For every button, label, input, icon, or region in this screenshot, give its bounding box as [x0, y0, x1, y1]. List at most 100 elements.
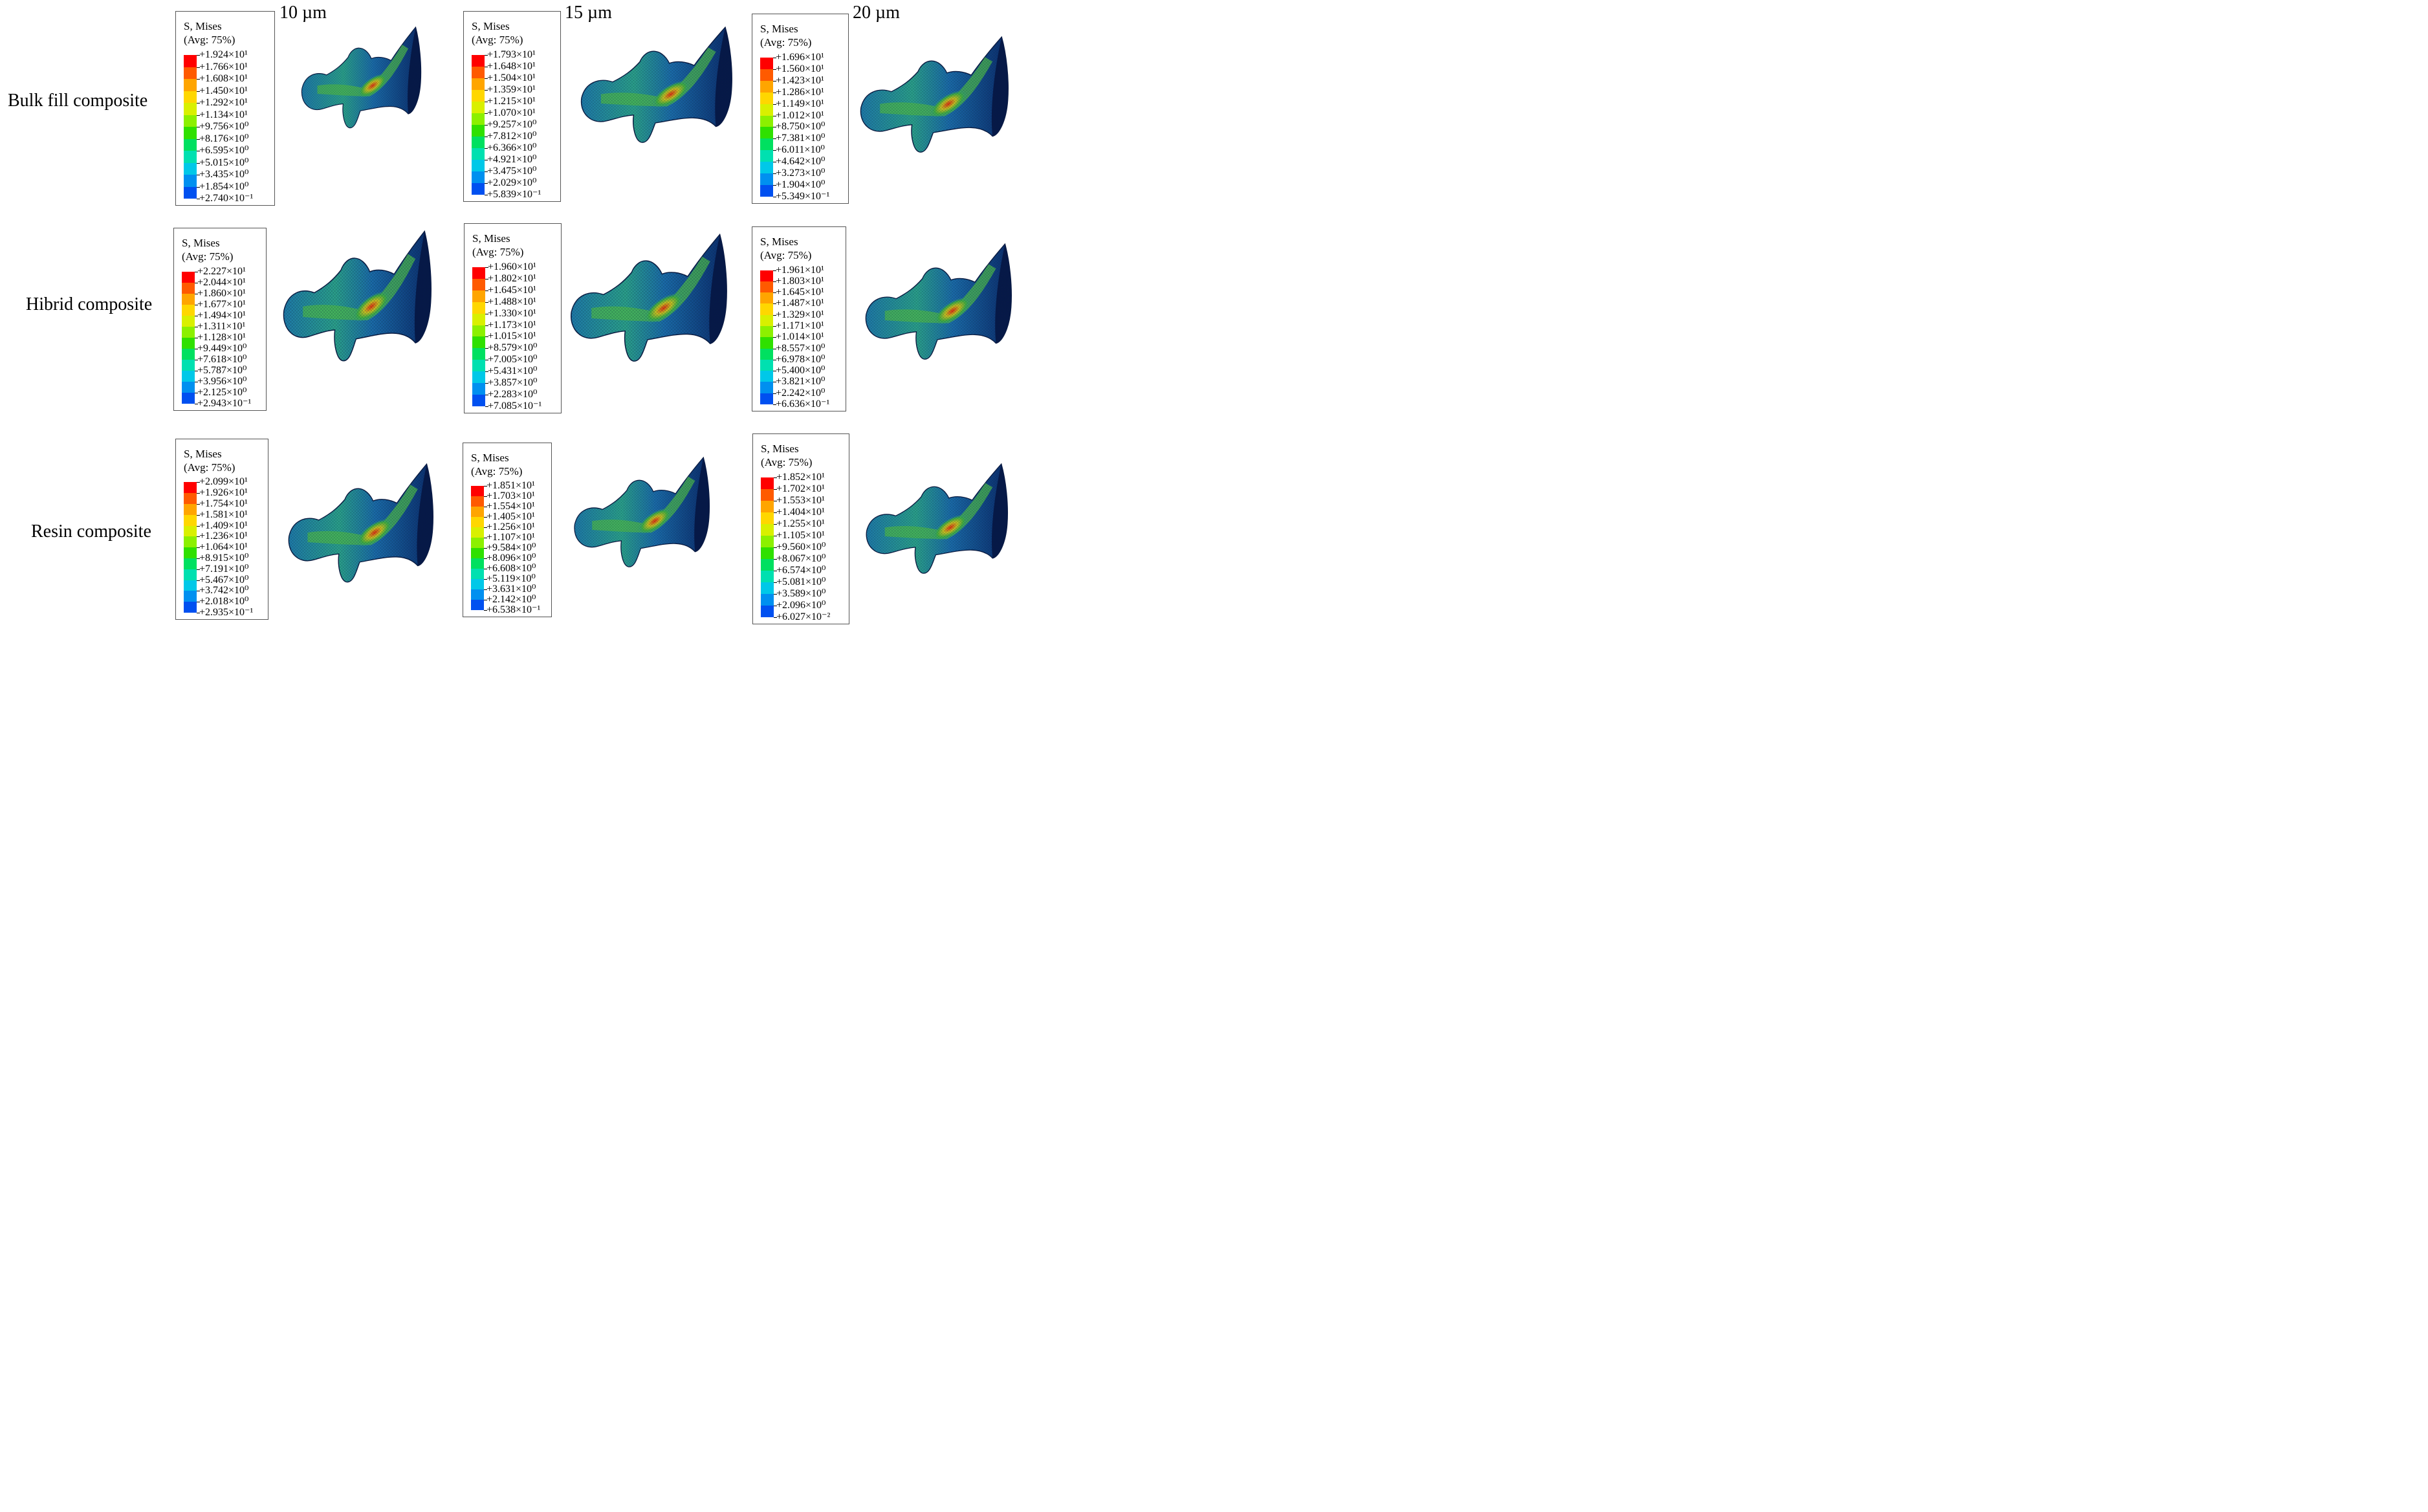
legend-tick — [774, 489, 777, 490]
legend-value-label: +1.851×10¹ — [487, 480, 535, 491]
legend-color-swatch — [760, 185, 773, 197]
legend-value-label: +1.494×10¹ — [197, 309, 246, 321]
legend-value-label: +2.099×10¹ — [199, 476, 248, 488]
legend-tick — [484, 527, 487, 528]
legend-value-label: +1.215×10¹ — [487, 96, 536, 107]
legend-color-swatch — [760, 92, 773, 104]
legend-tick — [197, 514, 200, 516]
legend-value-label: +7.812×10⁰ — [487, 131, 537, 142]
legend-subtitle: (Avg: 75%) — [760, 36, 812, 49]
legend-color-swatch — [472, 78, 485, 90]
legend-value-label: +3.475×10⁰ — [487, 166, 537, 177]
legend-value-label: +7.005×10⁰ — [488, 354, 538, 366]
legend-color-swatch — [182, 359, 195, 371]
legend-tick — [485, 301, 488, 303]
tooth-stress-model-3 — [860, 36, 1009, 153]
legend-tick — [484, 496, 487, 497]
legend-color-swatch — [182, 381, 195, 393]
legend-value-label: +5.431×10⁰ — [488, 366, 538, 377]
legend-color-swatch — [760, 69, 773, 81]
legend-value-label: +1.696×10¹ — [776, 51, 824, 63]
legend-value-label: +6.366×10⁰ — [487, 142, 537, 153]
legend-color-swatch — [472, 148, 485, 160]
legend-tick — [773, 326, 776, 327]
legend-color-swatch — [761, 477, 774, 489]
mesh-overlay — [283, 231, 432, 361]
legend-value-label: +3.956×10⁰ — [197, 375, 247, 387]
legend-scale: +1.696×10¹ +1.560×10¹ +1.423×10¹ +1.286×10¹… — [760, 52, 843, 203]
legend-color-swatch — [471, 507, 484, 517]
legend-color-swatch — [472, 113, 485, 125]
legend-value-label: +2.096×10⁰ — [776, 600, 826, 611]
legend-color-swatch — [472, 383, 485, 395]
legend-value-label: +9.257×10⁰ — [487, 119, 537, 130]
legend-value-label: +2.018×10⁰ — [199, 596, 249, 608]
legend-value-label: +1.961×10¹ — [776, 264, 824, 276]
legend-tick — [197, 547, 200, 549]
legend-tick — [197, 115, 200, 116]
legend-color-swatch — [760, 150, 773, 162]
legend-value-label: +1.070×10¹ — [487, 107, 536, 118]
legend-value-label: +1.423×10¹ — [776, 74, 824, 86]
legend-color-swatch — [184, 175, 197, 187]
legend-tick — [774, 559, 777, 560]
legend-value-label: +1.173×10¹ — [488, 319, 536, 331]
legend-value-label: +1.286×10¹ — [776, 86, 824, 98]
column-header-10um: 10 µm — [279, 3, 327, 23]
legend-tick — [774, 477, 777, 478]
legend-color-swatch — [471, 579, 484, 589]
legend-4: S, Mises (Avg: 75%) +2.227×10¹ +2.044×10¹ +1… — [173, 228, 267, 411]
legend-tick — [484, 548, 487, 549]
mesh-overlay — [860, 37, 1009, 153]
legend-tick — [197, 138, 200, 140]
legend-value-label: +5.081×10⁰ — [776, 576, 826, 587]
legend-title: S, Mises — [184, 448, 222, 460]
legend-color-swatch — [184, 602, 197, 613]
legend-color-swatch — [472, 90, 485, 102]
legend-tick — [773, 281, 776, 282]
legend-value-label: +1.450×10¹ — [199, 85, 248, 96]
legend-color-swatch — [184, 569, 197, 580]
legend-scale: +2.099×10¹ +1.926×10¹ +1.754×10¹ +1.581×10¹… — [184, 477, 263, 618]
legend-value-label: +3.857×10⁰ — [488, 377, 538, 389]
legend-value-label: +1.107×10¹ — [487, 532, 535, 543]
tooth-stress-model-1 — [301, 26, 422, 129]
legend-color-swatch — [760, 173, 773, 186]
legend-tick — [485, 406, 488, 407]
legend-title: S, Mises — [472, 232, 510, 245]
legend-value-label: +1.645×10¹ — [488, 284, 536, 296]
legend-tick — [773, 69, 776, 70]
legend-tick — [197, 580, 200, 581]
legend-scale: +1.851×10¹ +1.703×10¹ +1.554×10¹ +1.405×10¹… — [471, 481, 546, 615]
legend-color-swatch — [182, 348, 195, 360]
legend-color-swatch — [760, 348, 773, 360]
legend-value-label: +5.349×10⁻¹ — [776, 191, 830, 202]
legend-value-label: +1.236×10¹ — [199, 531, 248, 542]
legend-value-label: +1.608×10¹ — [199, 73, 248, 85]
legend-tick — [773, 150, 776, 151]
legend-value-label: +6.011×10⁰ — [776, 144, 825, 156]
legend-value-label: +5.015×10⁰ — [199, 157, 249, 168]
legend-color-swatch — [760, 292, 773, 304]
legend-color-swatch — [472, 137, 485, 148]
legend-tick — [774, 524, 777, 525]
tooth-stress-model-9 — [866, 463, 1009, 574]
legend-value-label: +6.538×10⁻¹ — [487, 604, 541, 615]
mesh-overlay — [301, 27, 421, 128]
legend-value-label: +8.176×10⁰ — [199, 133, 249, 144]
legend-value-label: +1.802×10¹ — [488, 272, 536, 284]
legend-color-swatch — [760, 314, 773, 327]
legend-tick — [485, 55, 488, 56]
legend-subtitle: (Avg: 75%) — [760, 249, 812, 261]
legend-tick — [484, 610, 487, 611]
legend-color-swatch — [472, 67, 485, 78]
legend-color-swatch — [472, 290, 485, 302]
legend-tick — [485, 90, 488, 91]
legend-tick — [485, 325, 488, 326]
legend-scale: +1.924×10¹ +1.766×10¹ +1.608×10¹ +1.450×10¹… — [184, 49, 269, 204]
legend-value-label: +1.012×10¹ — [776, 109, 824, 121]
legend-tick — [197, 67, 200, 68]
legend-value-label: +4.921×10⁰ — [487, 154, 537, 165]
legend-color-swatch — [182, 271, 195, 283]
legend-color-swatch — [184, 558, 197, 569]
